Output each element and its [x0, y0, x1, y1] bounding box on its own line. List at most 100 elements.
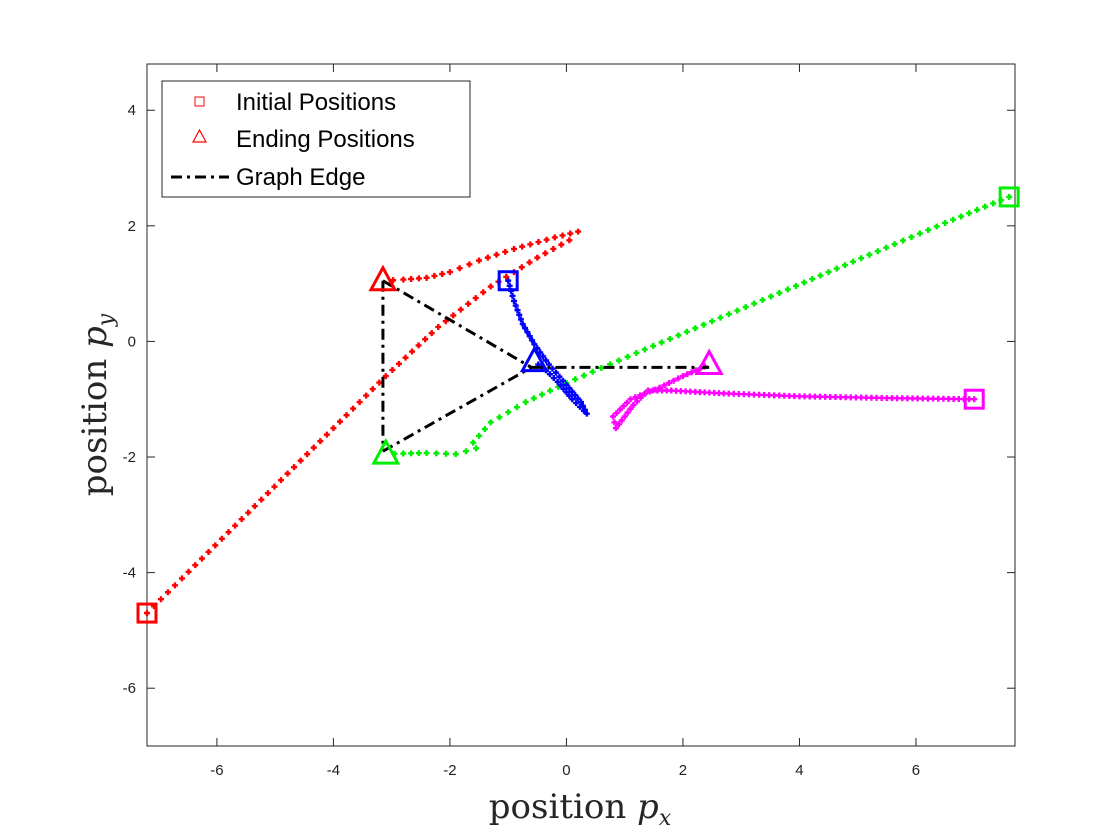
- y-axis-label-sub: y: [94, 313, 119, 327]
- trajectory-point: [958, 213, 965, 220]
- trajectory-point: [546, 371, 553, 378]
- trajectory-point: [522, 399, 529, 406]
- initial-position-marker-1: [136, 602, 158, 624]
- trajectory-point: [164, 589, 171, 596]
- trajectory-point: [852, 394, 859, 401]
- trajectory-point: [466, 261, 473, 268]
- trajectory-point: [771, 392, 778, 399]
- trajectory-point: [402, 354, 409, 361]
- trajectory-point: [559, 377, 566, 384]
- x-axis-label: position px: [489, 787, 672, 831]
- trajectory-point: [817, 272, 824, 279]
- trajectory-point: [725, 311, 732, 318]
- trajectory-point: [462, 448, 469, 455]
- legend-square-icon: [194, 96, 205, 107]
- trajectory-point: [945, 395, 952, 402]
- legend-triangle-icon: [191, 128, 208, 143]
- legend-ending-label: Ending Positions: [236, 126, 415, 153]
- x-tick-label: 2: [679, 762, 687, 779]
- trajectory-point: [801, 279, 808, 286]
- trajectory-point: [792, 282, 799, 289]
- y-tick-label: -4: [123, 565, 136, 582]
- trajectory-point: [675, 375, 682, 382]
- y-tick-label: 0: [128, 333, 136, 350]
- initial-position-marker-4: [963, 388, 985, 410]
- trajectory-point: [323, 431, 330, 438]
- x-tick-label: 6: [912, 762, 920, 779]
- trajectory-point: [806, 393, 813, 400]
- trajectory-point: [560, 385, 567, 392]
- trajectory-point: [919, 395, 926, 402]
- trajectory-point: [735, 391, 742, 398]
- trajectory-point: [409, 348, 416, 355]
- trajectory-point: [740, 391, 747, 398]
- trajectory-point: [547, 387, 554, 394]
- trajectory-point: [665, 380, 672, 387]
- trajectory-point: [651, 386, 658, 393]
- trajectory-point: [530, 395, 537, 402]
- trajectory-point: [473, 445, 480, 452]
- trajectory-point: [554, 378, 561, 385]
- trajectory-point: [796, 393, 803, 400]
- trajectory-point: [529, 337, 536, 344]
- trajectory-point: [873, 394, 880, 401]
- trajectory-point: [517, 316, 524, 323]
- trajectory-point: [171, 582, 178, 589]
- trajectory-point: [291, 464, 298, 471]
- trajectory-point: [751, 300, 758, 307]
- trajectory-point: [205, 548, 212, 555]
- trajectory-point: [457, 306, 464, 313]
- trajectory-point: [493, 251, 500, 258]
- trajectory-point: [894, 395, 901, 402]
- trajectory-point: [942, 219, 949, 226]
- trajectory-point: [496, 414, 503, 421]
- trajectory-point: [613, 410, 620, 417]
- trajectory-point: [225, 529, 232, 536]
- trajectory-point: [258, 496, 265, 503]
- trajectory-point: [883, 395, 890, 402]
- trajectory-point: [575, 395, 582, 402]
- trajectory-point: [817, 393, 824, 400]
- trajectory-point: [264, 490, 271, 497]
- trajectory-point: [480, 289, 487, 296]
- trajectory-point: [450, 312, 457, 319]
- trajectory-point: [465, 300, 472, 307]
- trajectory-point: [620, 403, 627, 410]
- trajectory-point: [566, 237, 573, 244]
- trajectory-point: [428, 330, 435, 337]
- trajectory-point: [363, 392, 370, 399]
- trajectory-point: [745, 391, 752, 398]
- trajectory-point: [350, 405, 357, 412]
- trajectory-point: [974, 206, 981, 213]
- trajectory-point: [874, 248, 881, 255]
- trajectory-point: [423, 274, 430, 281]
- trajectory-point: [642, 390, 649, 397]
- trajectory-point: [317, 438, 324, 445]
- trajectory-point: [742, 304, 749, 311]
- x-tick-label: 4: [795, 762, 803, 779]
- tick-labels: -6 -4 -2 0 2 4 6 -6 -4 -2 0 2 4: [123, 102, 920, 779]
- trajectory-point: [683, 328, 690, 335]
- trajectory-point: [519, 243, 526, 250]
- trajectory-point: [558, 241, 565, 248]
- trajectory-point: [909, 395, 916, 402]
- trajectory-point: [577, 403, 584, 410]
- trajectory-point: [569, 388, 576, 395]
- initial-position-marker-3: [497, 270, 519, 292]
- trajectory-point: [487, 283, 494, 290]
- trajectory-point: [433, 450, 440, 457]
- trajectory-point: [822, 393, 829, 400]
- trajectory-point: [431, 272, 438, 279]
- trajectory-point: [543, 236, 550, 243]
- trajectory-point: [990, 200, 997, 207]
- trajectory-point: [487, 419, 494, 426]
- trajectory-point: [470, 439, 477, 446]
- trajectory-point: [505, 277, 512, 284]
- trajectory-point: [563, 381, 570, 388]
- trajectory-point: [684, 371, 691, 378]
- trajectory-point: [847, 394, 854, 401]
- trajectory-point: [759, 297, 766, 304]
- trajectory-point: [776, 289, 783, 296]
- trajectory-point: [725, 390, 732, 397]
